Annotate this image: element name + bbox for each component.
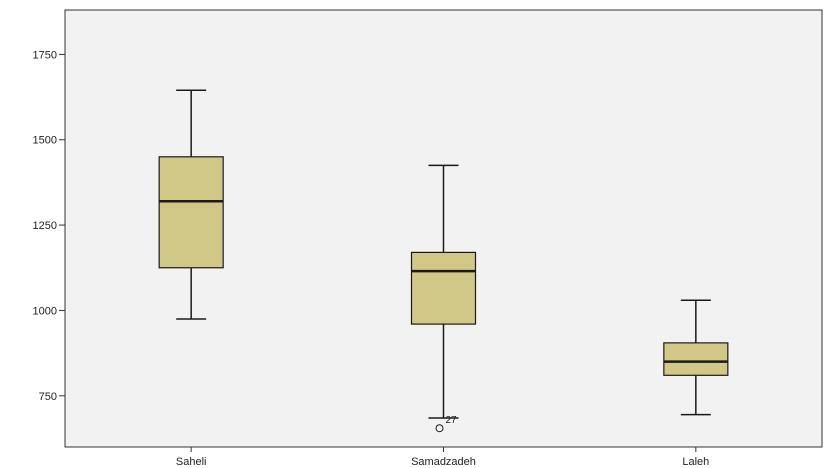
x-category-label: Saheli [176,456,207,468]
y-tick-label: 750 [39,391,57,403]
boxes-group: 27 [158,89,729,433]
outlier-label: 27 [446,415,458,426]
box-laleh [663,299,729,416]
outlier-point [435,424,444,433]
box-iqr [158,156,224,269]
box-saheli [158,89,224,320]
y-axis: 750 1000 1250 1500 1750 [33,49,65,403]
x-category-label: Samadzadeh [411,456,476,468]
x-axis: Saheli Samadzadeh Laleh [176,447,709,468]
y-tick-label: 1500 [33,135,57,147]
box-iqr [663,342,729,376]
box-iqr [410,251,477,325]
y-tick-label: 1750 [33,49,57,61]
x-category-label: Laleh [682,456,709,468]
box-samadzadeh: 27 [410,164,477,433]
y-tick-label: 1000 [33,305,57,317]
y-tick-label: 1250 [33,220,57,232]
